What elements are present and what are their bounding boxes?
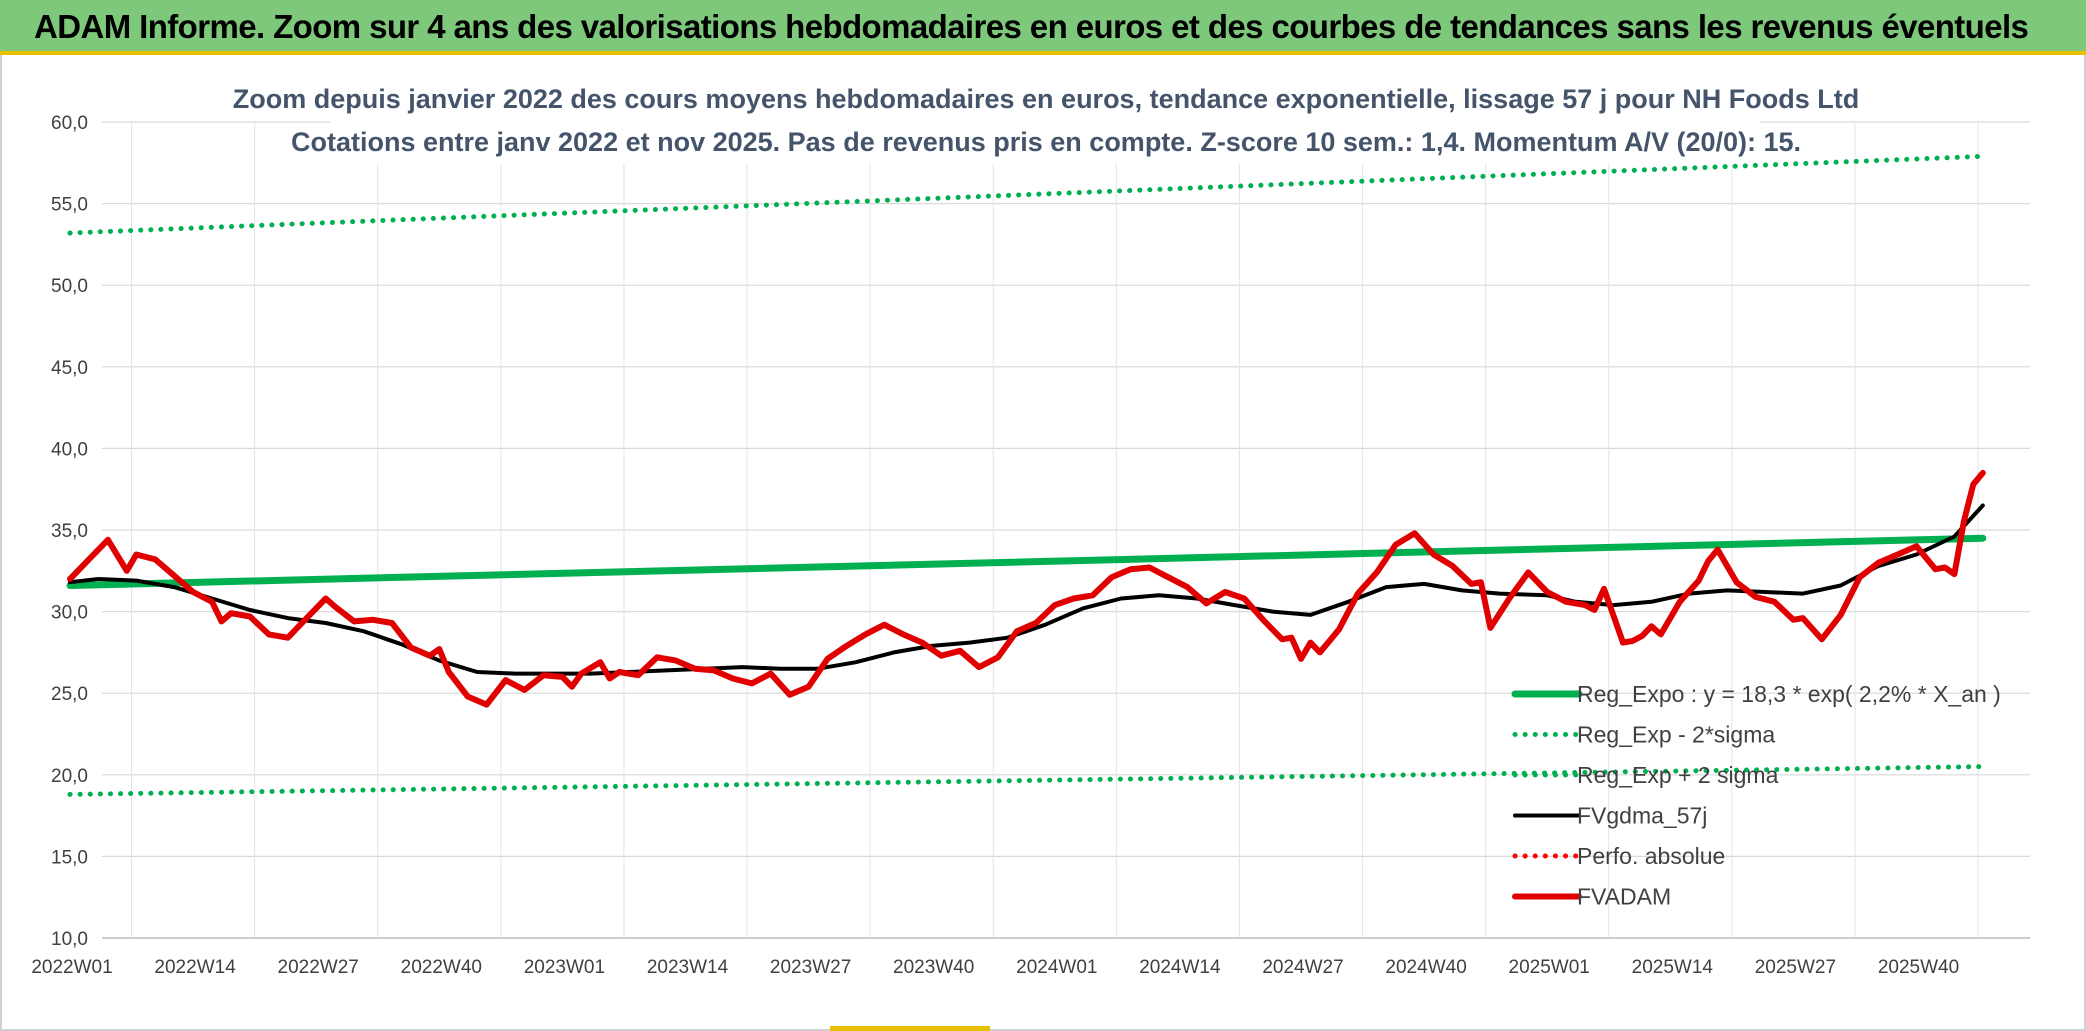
- x-tick-label: 2024W40: [1385, 957, 1466, 978]
- subtitle-backdrop: [330, 80, 1760, 164]
- bottom-accent: [830, 1026, 990, 1031]
- series-line-reg-expo-y-18-3-exp-2-2-x-an: [66, 534, 1987, 589]
- chart-title: Zoom depuis janvier 2022 des cours moyen…: [233, 84, 1859, 114]
- series-line-reg-exp-2-sigma: [67, 153, 1986, 236]
- x-tick-label: 2023W14: [647, 957, 729, 978]
- legend-label-reg-exp-2-sigma: Reg_Exp - 2*sigma: [1577, 722, 1775, 748]
- header-banner: ADAM Informe. Zoom sur 4 ans des valoris…: [0, 0, 2086, 55]
- y-tick-label: 30,0: [51, 603, 88, 624]
- y-tick-label: 10,0: [51, 929, 88, 950]
- y-axis: 10,0 15,0 20,0 25,0 30,0 35,0 40,0 45,0 50,0 55,0…: [51, 113, 88, 950]
- x-tick-label: 2025W40: [1878, 957, 1959, 978]
- series-line-reg-exp-2-sigma: [67, 764, 1986, 797]
- y-tick-label: 45,0: [51, 358, 88, 379]
- x-tick-label: 2025W01: [1509, 957, 1590, 978]
- x-tick-label: 2022W01: [31, 957, 112, 978]
- grid-lines: [102, 121, 2030, 939]
- x-tick-label: 2023W01: [524, 957, 605, 978]
- x-tick-label: 2022W40: [401, 957, 482, 978]
- x-axis: 2022W01 2022W14 2022W27 2022W40 2023W01 2023W…: [31, 957, 1959, 978]
- x-tick-label: 2024W14: [1139, 957, 1221, 978]
- series-line-fvgdma-57j: [68, 503, 1985, 676]
- y-tick-label: 60,0: [51, 113, 88, 134]
- x-tick-label: 2023W40: [893, 957, 974, 978]
- legend-label-fvadam: FVADAM: [1577, 884, 1671, 910]
- legend: Reg_Expo : y = 18,3 * exp( 2,2% * X_an )…: [1511, 681, 2001, 910]
- series-group: [66, 153, 1987, 797]
- x-tick-label: 2022W27: [278, 957, 359, 978]
- series-line-fvadam: [67, 469, 1986, 708]
- y-tick-label: 15,0: [51, 847, 88, 868]
- y-tick-label: 55,0: [51, 195, 88, 216]
- x-tick-label: 2025W27: [1755, 957, 1836, 978]
- x-tick-label: 2022W14: [154, 957, 236, 978]
- x-tick-label: 2024W27: [1262, 957, 1343, 978]
- y-tick-label: 25,0: [51, 684, 88, 705]
- legend-label-perfo-absolue: Perfo. absolue: [1577, 843, 1725, 869]
- legend-label-reg-exp-2-sigma: Reg_Exp + 2 sigma: [1577, 762, 1779, 788]
- chart-subtitle: Cotations entre janv 2022 et nov 2025. P…: [291, 127, 1801, 157]
- y-tick-label: 35,0: [51, 521, 88, 542]
- y-tick-label: 40,0: [51, 439, 88, 460]
- x-tick-label: 2025W14: [1632, 957, 1714, 978]
- y-tick-label: 20,0: [51, 766, 88, 787]
- legend-label-fvgdma-57j: FVgdma_57j: [1577, 803, 1707, 829]
- page-title: ADAM Informe. Zoom sur 4 ans des valoris…: [34, 8, 2029, 45]
- legend-label-reg-expo-y-18-3-exp-2-2-x-an: Reg_Expo : y = 18,3 * exp( 2,2% * X_an ): [1577, 681, 2001, 707]
- x-tick-label: 2024W01: [1016, 957, 1097, 978]
- y-tick-label: 50,0: [51, 276, 88, 297]
- x-tick-label: 2023W27: [770, 957, 851, 978]
